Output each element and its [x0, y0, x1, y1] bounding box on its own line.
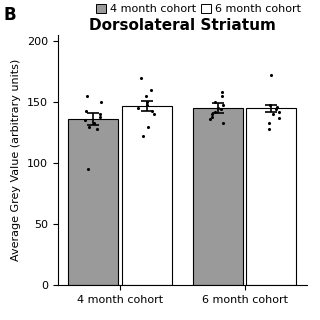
Point [271, 112, 276, 117]
Text: B: B [3, 6, 16, 24]
Point [277, 116, 282, 121]
Point [273, 107, 278, 112]
Point [276, 109, 282, 115]
Legend: 4 month cohort, 6 month cohort: 4 month cohort, 6 month cohort [96, 4, 300, 14]
Point [219, 90, 224, 95]
Point [83, 118, 88, 123]
Point [98, 112, 103, 117]
Point [268, 73, 273, 78]
Point [148, 87, 154, 92]
Point [85, 167, 90, 172]
Point [99, 100, 104, 105]
Point [220, 93, 225, 99]
Point [83, 108, 88, 113]
Y-axis label: Average Grey Value (arbitrary units): Average Grey Value (arbitrary units) [11, 59, 21, 261]
Point [266, 120, 271, 125]
Point [140, 134, 146, 139]
Point [144, 93, 149, 99]
Bar [246, 108, 296, 285]
Bar [193, 108, 243, 285]
Point [221, 102, 226, 107]
Point [212, 100, 217, 105]
Point [220, 120, 225, 125]
Point [145, 100, 150, 105]
Point [85, 93, 90, 99]
Point [92, 120, 97, 125]
Point [146, 124, 151, 129]
Bar [122, 106, 172, 285]
Point [136, 106, 141, 111]
Point [274, 104, 279, 109]
Point [267, 102, 272, 107]
Point [210, 114, 215, 119]
Point [266, 126, 271, 132]
Point [98, 114, 103, 119]
Bar [68, 119, 118, 285]
Point [212, 109, 218, 115]
Point [209, 112, 214, 117]
Point [151, 112, 156, 117]
Point [87, 124, 92, 129]
Point [95, 126, 100, 132]
Point [215, 106, 220, 111]
Title: Dorsolateral Striatum: Dorsolateral Striatum [89, 18, 276, 33]
Point [144, 102, 149, 107]
Point [139, 75, 144, 80]
Point [219, 107, 224, 112]
Point [208, 117, 213, 122]
Point [150, 108, 155, 113]
